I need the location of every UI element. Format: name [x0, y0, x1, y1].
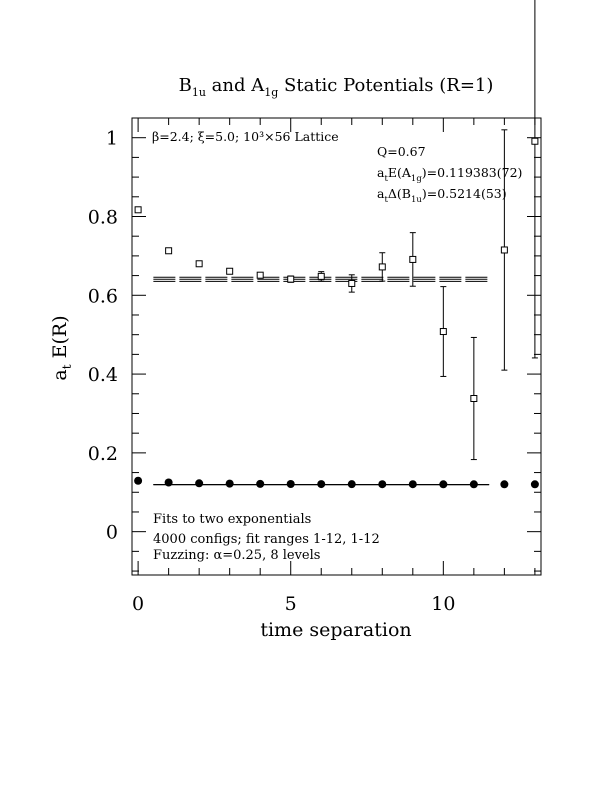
- data-point-square: [409, 255, 417, 263]
- data-point-circle: [500, 480, 509, 489]
- data-point-square: [256, 271, 264, 279]
- data-point-circle: [317, 480, 326, 489]
- y-tick-label: 0.6: [88, 285, 118, 307]
- data-point-circle: [225, 479, 234, 488]
- y-tick-label: 0.8: [88, 206, 118, 228]
- data-point-circle: [469, 480, 478, 489]
- fits-annotation: Fits to two exponentials: [153, 512, 311, 527]
- data-point-square: [439, 328, 447, 336]
- x-tick-label: 5: [285, 593, 297, 615]
- fit-bands: [153, 276, 490, 486]
- data-markers: [134, 137, 539, 489]
- a1g-fit-annotation: atE(A1g)=0.119383(72): [377, 165, 522, 184]
- data-point-square: [165, 247, 173, 255]
- data-point-square: [134, 206, 142, 214]
- data-point-square: [470, 395, 478, 403]
- b1u-fit-annotation: atΔ(B1u)=0.5214(53): [377, 186, 507, 205]
- x-tick-label: 0: [132, 593, 144, 615]
- lattice-annotation: β=2.4; ξ=5.0; 10³×56 Lattice: [152, 129, 339, 144]
- data-point-square: [348, 279, 356, 287]
- x-tick-labels: 0 5 10: [132, 593, 455, 615]
- data-point-square: [531, 137, 539, 145]
- data-point-circle: [530, 480, 539, 489]
- data-point-square: [287, 275, 295, 283]
- chart-title: B1u and A1g Static Potentials (R=1): [179, 75, 494, 99]
- data-point-square: [195, 260, 203, 268]
- data-point-circle: [347, 480, 356, 489]
- data-point-circle: [439, 480, 448, 489]
- y-tick-labels: 0 0.2 0.4 0.6 0.8 1: [88, 128, 118, 544]
- data-point-circle: [256, 479, 265, 488]
- x-tick-label: 10: [431, 593, 455, 615]
- y-tick-label: 1: [106, 128, 118, 150]
- x-axis-label: time separation: [260, 619, 411, 641]
- plot-frame: [131, 117, 542, 576]
- y-axis-label: at E(R): [49, 315, 74, 380]
- data-point-circle: [408, 480, 417, 489]
- data-point-square: [500, 246, 508, 254]
- data-point-square: [317, 272, 325, 280]
- y-tick-label: 0.2: [88, 443, 118, 465]
- data-point-circle: [164, 478, 173, 487]
- data-point-circle: [286, 479, 295, 488]
- data-point-circle: [378, 480, 387, 489]
- q-annotation: Q=0.67: [377, 144, 426, 159]
- data-point-circle: [134, 476, 143, 485]
- data-point-square: [226, 267, 234, 275]
- axis-ticks: [132, 117, 541, 575]
- data-point-square: [378, 263, 386, 271]
- data-point-circle: [195, 479, 204, 488]
- y-tick-label: 0: [106, 522, 118, 544]
- y-tick-label: 0.4: [88, 364, 118, 386]
- fuzzing-annotation: Fuzzing: α=0.25, 8 levels: [153, 548, 320, 563]
- error-bars: [226, 0, 538, 461]
- configs-annotation: 4000 configs; fit ranges 1-12, 1-12: [153, 532, 380, 547]
